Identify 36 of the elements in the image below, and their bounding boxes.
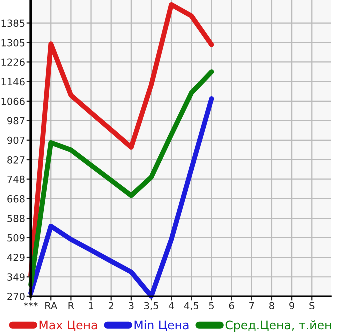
line-series <box>28 70 214 288</box>
y-tick-label: 1385 <box>2 20 25 28</box>
y-tick-label: 1226 <box>2 58 25 66</box>
x-tick-label: 7 <box>250 302 254 310</box>
x-tick-label: 9 <box>290 302 294 310</box>
x-tick-label: 3 <box>129 302 134 310</box>
x-tick-label: 4,5 <box>184 302 199 311</box>
x-tick-label: 2 <box>108 302 114 310</box>
line-series <box>28 96 214 299</box>
legend-label: Min Цена <box>134 320 189 332</box>
y-tick-label: 509 <box>8 234 25 242</box>
legend-label: Сред.Цена, т.йен <box>226 320 332 332</box>
y-tick-label: 748 <box>8 176 25 184</box>
x-tick-label: 4 <box>168 302 174 310</box>
y-tick-label: 349 <box>8 274 25 281</box>
y-tick-label: 827 <box>8 156 25 164</box>
y-tick-label: 1305 <box>2 39 25 47</box>
x-tick-label: S <box>310 302 315 310</box>
y-tick-label: 270 <box>8 292 25 300</box>
x-tick-label: 8 <box>270 302 274 310</box>
legend-label: Max Цена <box>40 320 98 332</box>
y-tick-label: 1146 <box>2 78 25 86</box>
line-series <box>28 2 214 278</box>
y-tick-label: 1066 <box>2 98 25 106</box>
y-tick-label: 987 <box>8 117 25 125</box>
x-tick-label: R <box>68 302 74 310</box>
x-tick-label: 5 <box>209 302 214 310</box>
x-tick-label: RA <box>46 302 58 310</box>
x-tick-label: 6 <box>229 302 234 310</box>
y-tick-label: 668 <box>8 195 25 203</box>
x-tick-label: 3,5 <box>144 302 158 311</box>
y-tick-label: 588 <box>8 215 25 222</box>
y-tick-label: 907 <box>8 136 25 144</box>
x-tick-label: *** <box>24 302 38 307</box>
y-tick-label: 429 <box>7 254 25 262</box>
x-tick-label: 1 <box>89 302 94 310</box>
